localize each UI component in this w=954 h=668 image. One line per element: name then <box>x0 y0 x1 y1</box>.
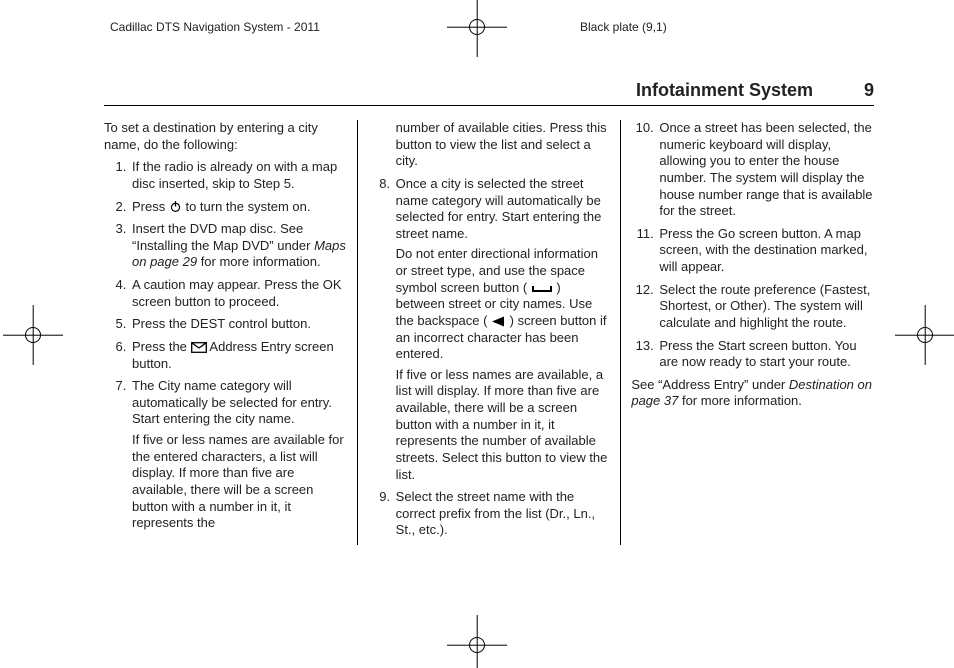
space-symbol-icon <box>531 283 553 294</box>
step-7-note: If five or less names are available for … <box>132 432 347 532</box>
section-title: Infotainment System <box>636 80 813 100</box>
step-8: Once a city is selected the street name … <box>394 176 611 483</box>
step-4: A caution may appear. Press the OK scree… <box>130 277 347 310</box>
step-13: Press the Start screen button. You are n… <box>657 338 874 371</box>
registration-mark-bottom <box>462 630 492 660</box>
step-7: The City name category will automaticall… <box>130 378 347 532</box>
step-5: Press the DEST control button. <box>130 316 347 333</box>
intro-text: To set a destination by entering a city … <box>104 120 347 153</box>
power-icon <box>169 200 182 213</box>
steps-list-2: Once a city is selected the street name … <box>368 176 611 539</box>
registration-mark-right <box>910 320 940 350</box>
step-8-note1: Do not enter directional information or … <box>396 246 611 362</box>
step-11: Press the Go screen button. A map screen… <box>657 226 874 276</box>
registration-mark-top <box>462 12 492 42</box>
address-entry-icon <box>191 342 207 353</box>
section-header: Infotainment System 9 <box>104 80 874 106</box>
step-12: Select the route preference (Fastest, Sh… <box>657 282 874 332</box>
print-header-right: Black plate (9,1) <box>580 20 667 34</box>
registration-mark-left <box>18 320 48 350</box>
column-1: To set a destination by entering a city … <box>104 120 357 545</box>
footer-ref: See “Address Entry” under Destination on… <box>631 377 874 410</box>
step-2: Press to turn the system on. <box>130 199 347 216</box>
backspace-icon <box>491 316 506 327</box>
step-10: Once a street has been selected, the num… <box>657 120 874 220</box>
steps-list-1: If the radio is already on with a map di… <box>104 159 347 532</box>
step-3: Insert the DVD map disc. See “Installing… <box>130 221 347 271</box>
column-3: Once a street has been selected, the num… <box>621 120 874 545</box>
print-header-left: Cadillac DTS Navigation System - 2011 <box>110 20 320 34</box>
manual-page: Cadillac DTS Navigation System - 2011 Bl… <box>0 0 954 668</box>
column-2: number of available cities. Press this b… <box>357 120 622 545</box>
step-6: Press the Address Entry screen button. <box>130 339 347 372</box>
steps-list-3: Once a street has been selected, the num… <box>631 120 874 371</box>
step-7-continued: number of available cities. Press this b… <box>368 120 611 170</box>
body-columns: To set a destination by entering a city … <box>104 120 874 545</box>
step-9: Select the street name with the correct … <box>394 489 611 539</box>
page-number: 9 <box>838 80 874 101</box>
step-1: If the radio is already on with a map di… <box>130 159 347 192</box>
step-8-note2: If five or less names are available, a l… <box>396 367 611 483</box>
